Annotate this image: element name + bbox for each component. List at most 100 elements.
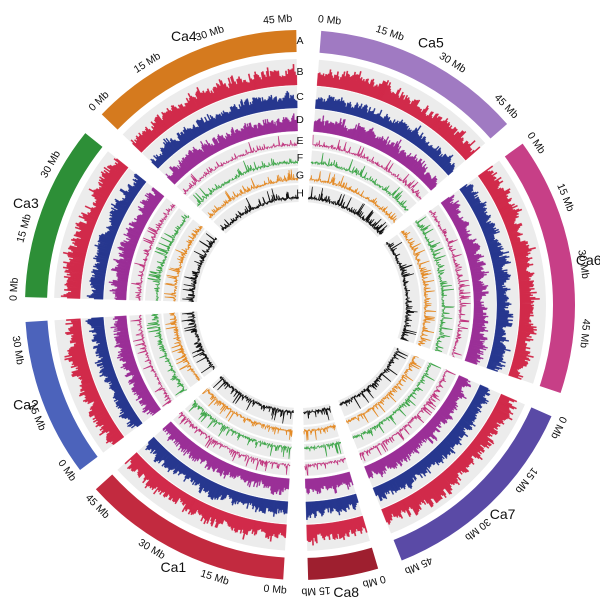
track-c-ca4 (150, 90, 298, 169)
track-h-ca2-line (181, 311, 216, 374)
track-f-ca1 (188, 399, 292, 459)
track-c-ca3-bars (86, 173, 147, 300)
track-f-ca5-line (310, 152, 409, 211)
tick-label-ca2-30: 30 Mb (10, 335, 26, 366)
track-b-ca3-bars (60, 158, 129, 299)
track-g-ca1-line (202, 388, 293, 440)
track-e-ca8-line (304, 457, 346, 477)
track-d-ca1-bars (162, 421, 290, 495)
tick-label-ca6-30: 30 Mb (575, 249, 591, 280)
track-e-ca3-line (131, 204, 176, 301)
track-c-ca7 (372, 384, 491, 502)
track-c-ca1-bars (145, 436, 289, 517)
track-f-ca8 (304, 440, 342, 457)
chromosome-label-ca8: Ca8 (333, 584, 359, 600)
track-e-ca6-background (427, 204, 472, 360)
chromosome-ca2-ideogram (25, 320, 98, 471)
track-e-ca7 (359, 369, 456, 462)
track-g-ca6-line (400, 230, 437, 347)
tick-label-ca5-15: 15 Mb (374, 23, 406, 44)
track-e-ca1-line (178, 411, 291, 475)
track-f-ca1-line (188, 399, 292, 459)
track-e-ca6 (428, 209, 471, 358)
track-e-ca1 (178, 411, 291, 475)
track-b-ca5-bars (316, 69, 481, 161)
tick-label-ca8-15: 15 Mb (301, 584, 331, 598)
chromosome-ca8-ideogram (307, 547, 379, 580)
track-b-ca5 (316, 69, 481, 161)
track-b-ca4 (130, 64, 298, 153)
track-d-ca4-bars (165, 113, 298, 185)
track-e-ca2-line (130, 314, 172, 407)
track-letter-b: B (296, 66, 303, 78)
track-d-ca3 (108, 187, 165, 301)
track-d-ca6 (440, 194, 490, 365)
track-e-ca2-background (129, 314, 175, 408)
track-h-ca1-line (212, 376, 294, 424)
track-e-ca4 (182, 135, 299, 195)
track-h-ca7-line (339, 347, 408, 409)
track-h-ca4 (220, 188, 299, 231)
tick-label-ca8-0: 0 Mb (361, 573, 387, 591)
track-b-ca2-bars (64, 318, 125, 446)
chromosome-ca4-ideogram (101, 30, 297, 130)
track-h-ca8-line (303, 405, 331, 421)
track-f-ca2-line (146, 313, 188, 396)
track-e-ca4-line (182, 135, 299, 195)
track-g-ca3-background (163, 219, 205, 302)
track-letter-g: G (296, 169, 304, 181)
track-g-ca7 (345, 355, 422, 424)
track-f-ca2 (146, 313, 188, 396)
track-g-ca6 (400, 230, 437, 347)
track-f-ca2-background (145, 313, 189, 398)
track-f-ca7-line (352, 362, 442, 440)
tick-label-ca4-30: 30 Mb (194, 23, 226, 44)
track-h-ca8 (303, 405, 331, 421)
track-h-ca2 (181, 311, 216, 374)
track-f-ca8-line (304, 440, 342, 457)
track-h-ca7 (339, 347, 408, 409)
track-b-ca1 (124, 452, 287, 542)
track-e-ca7-background (358, 368, 457, 464)
track-e-ca7-line (359, 369, 456, 462)
track-g-ca1 (202, 388, 293, 440)
chromosome-label-ca1: Ca1 (160, 559, 186, 575)
track-g-ca8 (303, 423, 337, 441)
track-c-ca7-bars (372, 384, 491, 502)
track-f-ca6 (415, 216, 455, 353)
track-c-ca8 (305, 493, 359, 520)
track-b-ca3 (60, 158, 129, 299)
track-g-ca8-line (303, 423, 337, 441)
track-letter-e: E (296, 135, 303, 147)
chromosome-ca5-ideogram (319, 30, 508, 139)
track-g-ca7-line (345, 355, 422, 424)
track-g-ca3-line (164, 225, 203, 302)
track-f-ca5 (310, 152, 409, 211)
track-c-ca6 (459, 183, 514, 372)
track-d-ca6-bars (440, 194, 490, 365)
track-d-ca2 (110, 315, 162, 416)
tick-label-ca6-45: 45 Mb (577, 318, 592, 348)
track-e-ca5-line (312, 134, 422, 200)
tick-label-ca4-45: 45 Mb (263, 13, 293, 27)
tick-label-ca1-15: 15 Mb (199, 568, 231, 588)
track-b-ca8 (306, 515, 368, 546)
track-g-ca4-line (207, 169, 299, 219)
tick-label-ca5-0: 0 Mb (317, 13, 342, 27)
tick-label-ca3-0: 0 Mb (8, 277, 21, 301)
track-c-ca6-bars (459, 183, 514, 372)
track-letter-c: C (296, 91, 304, 103)
track-b-ca1-bars (124, 452, 287, 542)
track-g-ca4-background (201, 168, 299, 221)
track-c-ca5-bars (315, 95, 455, 176)
track-f-ca7 (352, 362, 442, 440)
track-c-ca2 (85, 317, 143, 429)
track-letter-h: H (296, 187, 304, 199)
track-g-ca2 (165, 312, 201, 381)
track-g-ca5 (309, 171, 397, 224)
track-c-ca1 (145, 436, 289, 517)
track-d-ca7-bars (364, 375, 472, 479)
track-h-ca3-line (182, 233, 217, 303)
